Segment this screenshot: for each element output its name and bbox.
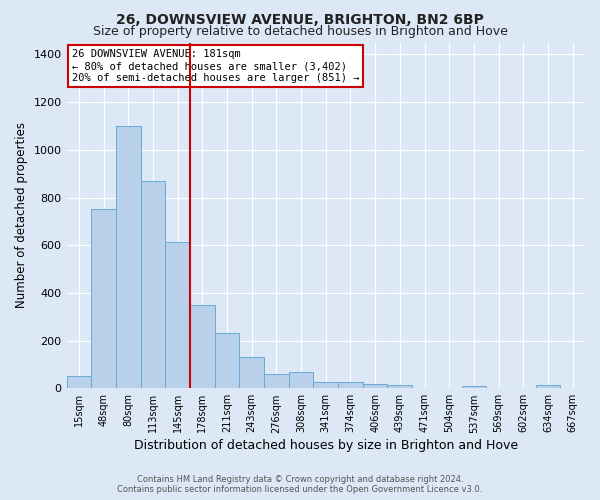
X-axis label: Distribution of detached houses by size in Brighton and Hove: Distribution of detached houses by size …: [134, 440, 518, 452]
Bar: [116, 126, 140, 388]
Bar: [190, 305, 215, 388]
Bar: [165, 242, 190, 388]
Bar: [363, 384, 388, 388]
Y-axis label: Number of detached properties: Number of detached properties: [15, 122, 28, 308]
Bar: [313, 382, 338, 388]
Bar: [264, 374, 289, 388]
Bar: [461, 386, 486, 388]
Bar: [239, 358, 264, 388]
Bar: [215, 334, 239, 388]
Text: Size of property relative to detached houses in Brighton and Hove: Size of property relative to detached ho…: [92, 25, 508, 38]
Bar: [289, 372, 313, 388]
Bar: [536, 386, 560, 388]
Text: Contains HM Land Registry data © Crown copyright and database right 2024.
Contai: Contains HM Land Registry data © Crown c…: [118, 474, 482, 494]
Text: 26 DOWNSVIEW AVENUE: 181sqm
← 80% of detached houses are smaller (3,402)
20% of : 26 DOWNSVIEW AVENUE: 181sqm ← 80% of det…: [72, 50, 359, 82]
Bar: [140, 181, 165, 388]
Bar: [91, 210, 116, 388]
Bar: [67, 376, 91, 388]
Text: 26, DOWNSVIEW AVENUE, BRIGHTON, BN2 6BP: 26, DOWNSVIEW AVENUE, BRIGHTON, BN2 6BP: [116, 12, 484, 26]
Bar: [338, 382, 363, 388]
Bar: [388, 386, 412, 388]
